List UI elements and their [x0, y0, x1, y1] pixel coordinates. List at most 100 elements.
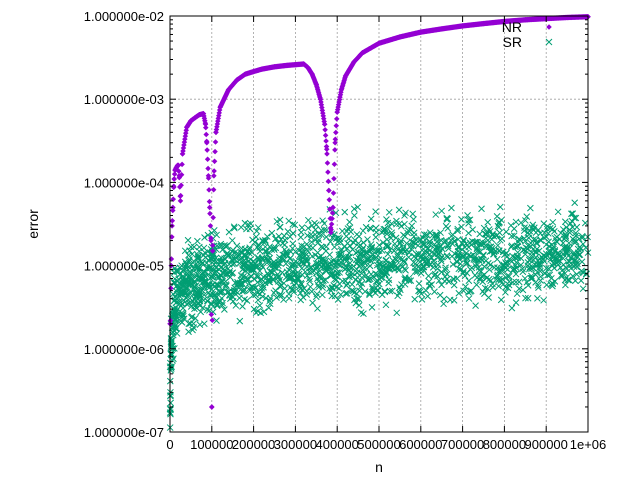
sr-point — [178, 262, 185, 270]
sr-point — [191, 302, 198, 310]
sr-point — [346, 259, 354, 267]
sr-point — [495, 282, 502, 290]
sr-point — [223, 270, 231, 277]
sr-point — [299, 249, 306, 256]
nr-point — [212, 139, 219, 145]
sr-point — [266, 300, 274, 308]
sr-point — [519, 268, 527, 276]
sr-point — [553, 233, 561, 241]
sr-point — [246, 244, 254, 252]
sr-point — [224, 288, 231, 296]
sr-point — [378, 229, 386, 236]
sr-point — [381, 287, 389, 295]
series-nr — [167, 13, 591, 410]
sr-point — [398, 281, 405, 288]
sr-point — [394, 292, 402, 300]
nr-point — [271, 64, 278, 70]
sr-point — [370, 288, 377, 295]
sr-point — [462, 240, 470, 247]
sr-point — [344, 253, 352, 261]
sr-point — [402, 209, 409, 217]
nr-point — [210, 214, 216, 221]
sr-point — [478, 205, 485, 213]
sr-point — [542, 250, 550, 258]
sr-point — [237, 223, 245, 231]
sr-point — [304, 224, 312, 232]
sr-point — [459, 252, 466, 260]
sr-point — [192, 314, 199, 322]
sr-point — [246, 284, 254, 292]
sr-point — [231, 224, 238, 232]
sr-point — [322, 247, 330, 255]
sr-point — [497, 296, 505, 304]
sr-point — [420, 248, 428, 256]
nr-point — [171, 171, 178, 177]
sr-point — [194, 300, 202, 308]
sr-point — [542, 241, 550, 248]
sr-point — [445, 245, 452, 252]
y-axis-title: error — [25, 209, 41, 239]
sr-point — [226, 292, 234, 300]
sr-point — [460, 287, 467, 295]
sr-point — [204, 248, 212, 256]
sr-point — [423, 261, 431, 268]
sr-point — [460, 236, 467, 244]
sr-point — [521, 237, 529, 245]
nr-point — [418, 29, 424, 35]
sr-point — [402, 266, 409, 274]
sr-point — [213, 302, 221, 310]
sr-point — [453, 258, 461, 266]
sr-point — [221, 259, 229, 267]
sr-point — [194, 251, 202, 259]
sr-point — [491, 264, 498, 271]
sr-point — [228, 248, 236, 255]
sr-point — [513, 290, 521, 298]
sr-point — [562, 281, 569, 289]
nr-point — [209, 317, 216, 324]
sr-point — [365, 276, 373, 283]
nr-point — [313, 81, 320, 88]
sr-point — [317, 256, 325, 264]
sr-point — [462, 258, 470, 265]
sr-point — [187, 243, 195, 251]
sr-point — [249, 236, 256, 244]
sr-point — [519, 265, 526, 273]
sr-point — [411, 268, 419, 276]
sr-point — [508, 232, 515, 240]
sr-point — [169, 290, 177, 298]
nr-point — [179, 151, 186, 157]
sr-point — [563, 265, 571, 273]
sr-point — [201, 234, 208, 241]
sr-point — [458, 246, 466, 253]
sr-point — [307, 283, 314, 291]
nr-point — [322, 127, 328, 133]
x-axis-title: n — [375, 459, 383, 475]
sr-point — [289, 240, 297, 248]
sr-point — [272, 244, 280, 252]
sr-point — [332, 276, 340, 283]
nr-point — [333, 122, 340, 129]
sr-point — [307, 231, 315, 238]
sr-point — [308, 288, 316, 295]
sr-point — [195, 300, 203, 307]
nr-point — [181, 139, 188, 145]
sr-point — [348, 281, 356, 288]
sr-point — [177, 317, 184, 325]
nr-point — [170, 183, 177, 189]
sr-point — [484, 218, 492, 226]
sr-point — [298, 242, 305, 250]
nr-point — [376, 40, 382, 47]
sr-point — [195, 294, 203, 302]
sr-point — [190, 324, 198, 331]
nr-point — [209, 242, 216, 249]
x-tick-label: 1e+06 — [570, 437, 607, 452]
sr-point — [425, 272, 432, 280]
sr-point — [476, 274, 484, 282]
sr-point — [314, 281, 322, 289]
sr-point — [183, 283, 191, 291]
sr-point — [384, 250, 392, 258]
y-tick-label: 1.000000e-06 — [84, 342, 164, 357]
sr-point — [187, 261, 195, 269]
nr-point — [181, 142, 187, 148]
sr-point — [497, 266, 505, 274]
